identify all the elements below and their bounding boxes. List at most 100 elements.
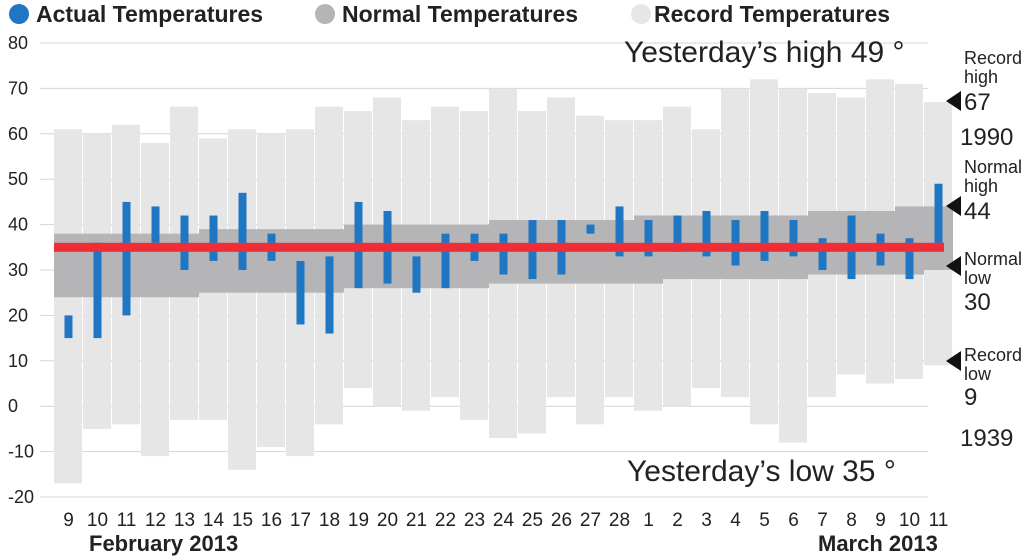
normal-low-label-line2: low <box>964 268 992 288</box>
actual-bar <box>93 242 102 339</box>
actual-bar <box>934 183 943 248</box>
normal-high-value: 44 <box>964 198 991 225</box>
y-tick-label: 40 <box>8 215 28 235</box>
actual-bar <box>296 260 305 325</box>
y-tick-label: 30 <box>8 260 28 280</box>
x-tick-label: 22 <box>435 510 456 531</box>
x-tick-label: 11 <box>929 510 949 531</box>
x-tick-label: 26 <box>551 510 572 531</box>
x-tick-label: 23 <box>464 510 485 531</box>
x-tick-label: 9 <box>63 510 74 531</box>
actual-bar <box>441 233 450 289</box>
actual-bar <box>412 256 421 293</box>
yesterday-high-label: Yesterday’s high 49 ° <box>624 36 905 69</box>
record-low-label-line2: low <box>964 364 992 384</box>
x-tick-label: 5 <box>759 510 770 531</box>
actual-bar <box>702 210 711 257</box>
x-tick-label: 14 <box>203 510 225 531</box>
x-tick-label: 10 <box>87 510 108 531</box>
x-tick-label: 18 <box>319 510 340 531</box>
x-tick-label: 17 <box>290 510 311 531</box>
y-tick-label: -20 <box>8 487 34 507</box>
record-high-pointer-icon <box>946 91 961 111</box>
record-low-label-line1: Record <box>964 345 1022 365</box>
actual-bar <box>499 233 508 275</box>
y-tick-label: 0 <box>8 396 18 416</box>
yesterday-low-label: Yesterday’s low 35 ° <box>627 455 896 488</box>
normal-high-pointer-icon <box>946 196 961 216</box>
x-tick-label: 7 <box>817 510 828 531</box>
x-tick-label: 2 <box>672 510 683 531</box>
x-tick-label: 4 <box>730 510 741 531</box>
x-tick-label: 20 <box>377 510 398 531</box>
actual-bar <box>325 256 334 334</box>
actual-bar <box>731 220 740 266</box>
y-tick-label: 70 <box>8 78 28 98</box>
record-high-label-line1: Record <box>964 48 1022 68</box>
record-low-pointer-icon <box>946 351 961 371</box>
x-tick-label: 11 <box>117 510 137 531</box>
actual-bar <box>238 192 247 270</box>
x-tick-label: 3 <box>701 510 712 531</box>
month-label-february: February 2013 <box>89 531 238 556</box>
x-tick-label: 8 <box>846 510 857 531</box>
legend-swatch-normal <box>315 4 335 24</box>
x-tick-label: 10 <box>899 510 920 531</box>
normal-low-pointer-icon <box>946 256 961 276</box>
actual-bar <box>586 224 595 234</box>
actual-bar <box>760 210 769 261</box>
x-tick-label: 15 <box>232 510 253 531</box>
legend-item-actual: Actual Temperatures <box>9 1 263 27</box>
actual-bar <box>615 206 624 257</box>
reference-line-group <box>54 242 944 252</box>
legend: Actual Temperatures Normal Temperatures … <box>9 1 890 27</box>
legend-swatch-actual <box>9 4 29 24</box>
normal-high-label-line1: Normal <box>964 157 1022 177</box>
legend-label-record: Record Temperatures <box>654 1 890 27</box>
actual-bar <box>180 215 189 270</box>
actual-bar <box>151 206 160 243</box>
x-tick-label: 24 <box>493 510 515 531</box>
record-low-value: 9 <box>964 384 977 411</box>
legend-item-record: Record Temperatures <box>631 1 890 27</box>
normal-low-label-line1: Normal <box>964 249 1022 269</box>
normal-low-value: 30 <box>964 289 991 316</box>
side-label-normal-high: Normal high 44 <box>946 157 1022 225</box>
record-high-label-line2: high <box>964 67 998 87</box>
y-tick-label: 50 <box>8 169 28 189</box>
x-tick-label: 16 <box>261 510 282 531</box>
legend-swatch-record <box>631 4 651 24</box>
record-high-year: 1990 <box>960 124 1013 151</box>
y-tick-label: 60 <box>8 124 28 144</box>
actual-bar <box>905 238 914 280</box>
x-tick-label: 12 <box>145 510 166 531</box>
record-bar <box>228 129 256 470</box>
x-tick-label: 9 <box>875 510 886 531</box>
legend-item-normal: Normal Temperatures <box>315 1 578 27</box>
actual-bar <box>789 220 798 257</box>
record-bar <box>54 129 82 484</box>
normal-high-label-line2: high <box>964 176 998 196</box>
record-high-value: 67 <box>964 89 991 116</box>
y-tick-label: 10 <box>8 351 28 371</box>
legend-label-normal: Normal Temperatures <box>342 1 578 27</box>
x-tick-label: 13 <box>174 510 195 531</box>
x-tick-label: 1 <box>643 510 654 531</box>
y-tick-label: 80 <box>8 33 28 53</box>
actual-bar <box>209 215 218 261</box>
y-axis-ticks: 80 70 60 50 40 30 20 10 0 -10 -20 <box>8 33 34 507</box>
y-tick-label: 20 <box>8 305 28 325</box>
x-tick-label: 25 <box>522 510 543 531</box>
actual-bar <box>64 315 73 339</box>
legend-label-actual: Actual Temperatures <box>36 1 263 27</box>
month-label-march: March 2013 <box>818 531 938 556</box>
x-tick-label: 28 <box>609 510 630 531</box>
side-label-record-low: Record low 9 1939 <box>946 345 1022 452</box>
side-label-normal-low: Normal low 30 <box>946 249 1022 316</box>
x-tick-label: 19 <box>348 510 369 531</box>
y-tick-label: -10 <box>8 442 34 462</box>
x-tick-label: 27 <box>580 510 601 531</box>
actual-bar <box>818 238 827 270</box>
x-tick-label: 21 <box>406 510 427 531</box>
